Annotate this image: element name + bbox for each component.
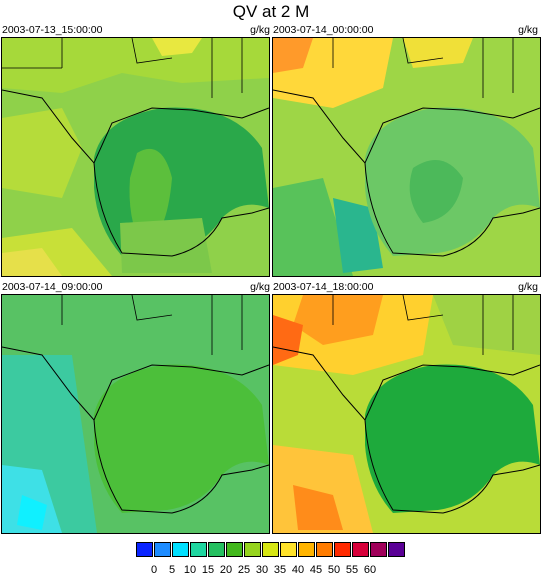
colorbar-tick-label: 15 <box>201 564 215 576</box>
panel-1-time: 2003-07-13_15:00:00 <box>2 24 103 36</box>
colorbar-box <box>208 542 225 557</box>
panel-1-units: g/kg <box>250 24 270 36</box>
colorbar-box <box>370 542 387 557</box>
colorbar-tick-label: 35 <box>273 564 287 576</box>
colorbar-tick-label: 0 <box>150 564 158 576</box>
colorbar-box <box>226 542 243 557</box>
panel-3-map <box>1 294 270 534</box>
colorbar-box <box>316 542 333 557</box>
colorbar-box <box>352 542 369 557</box>
panel-3-time: 2003-07-14_09:00:00 <box>2 281 103 293</box>
figure-title: QV at 2 M <box>232 2 310 21</box>
panel-1-map <box>1 37 270 277</box>
colorbar-box <box>172 542 189 557</box>
colorbar-tick-label: 30 <box>255 564 269 576</box>
colorbar-tick-label: 60 <box>363 564 377 576</box>
panel-3-units: g/kg <box>250 281 270 293</box>
colorbar-tick-label: 40 <box>291 564 305 576</box>
colorbar-box <box>280 542 297 557</box>
colorbar-box <box>334 542 351 557</box>
panel-2-units: g/kg <box>518 24 538 36</box>
colorbar-box <box>190 542 207 557</box>
colorbar-box <box>262 542 279 557</box>
colorbar-tick-label: 5 <box>168 564 176 576</box>
panel-4-map <box>272 294 541 534</box>
panel-2-map <box>272 37 541 277</box>
colorbar-box <box>136 542 153 557</box>
panel-4-time: 2003-07-14_18:00:00 <box>273 281 374 293</box>
colorbar-tick-label: 20 <box>219 564 233 576</box>
colorbar-tick-label: 10 <box>183 564 197 576</box>
colorbar-tick-label: 45 <box>309 564 323 576</box>
colorbar-tick-label: 55 <box>345 564 359 576</box>
colorbar-tick-label: 25 <box>237 564 251 576</box>
panel-2-time: 2003-07-14_00:00:00 <box>273 24 374 36</box>
colorbar-box <box>154 542 171 557</box>
colorbar-box <box>244 542 261 557</box>
colorbar-box <box>298 542 315 557</box>
colorbar-tick-label: 50 <box>327 564 341 576</box>
panel-4-units: g/kg <box>518 281 538 293</box>
colorbar-box <box>388 542 405 557</box>
